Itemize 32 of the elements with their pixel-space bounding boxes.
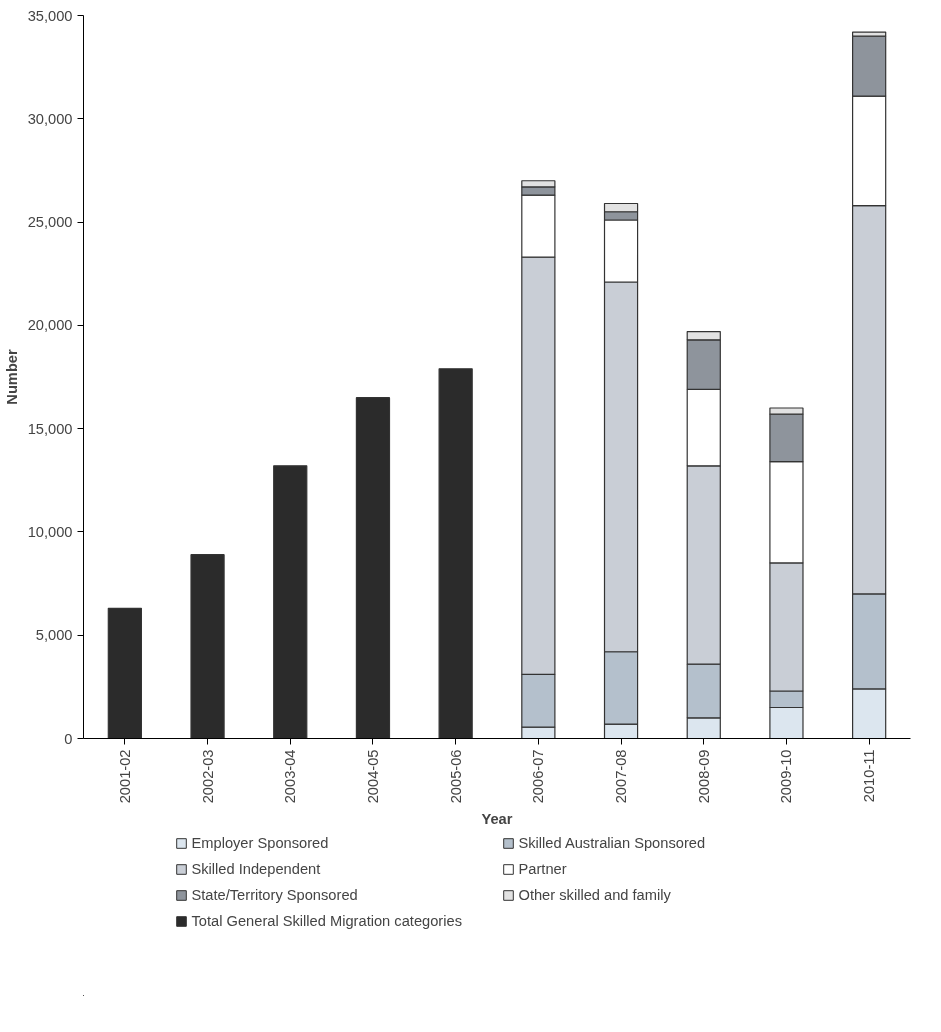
- y-tick-label: 15,000: [27, 420, 73, 437]
- x-tick-label: 2005-06: [447, 749, 464, 804]
- x-tick-label: 2010-11: [861, 749, 878, 803]
- legend-label: Skilled Australian Sponsored: [518, 835, 707, 851]
- legend-label: Other skilled and family: [518, 887, 672, 903]
- bar: [190, 554, 225, 739]
- bar: [273, 465, 308, 739]
- y-tick-label: 10,000: [27, 523, 73, 540]
- x-tick-label: 2009-10: [778, 749, 795, 804]
- legend-label: State/Territory Sponsored: [191, 887, 359, 903]
- y-axis-title: Number: [3, 349, 20, 405]
- y-tick-label: 35,000: [27, 7, 73, 24]
- bar: [355, 397, 391, 739]
- y-tick-label: 0: [64, 730, 73, 747]
- x-tick-label: 2004-05: [364, 749, 381, 804]
- legend-label: Employer Sponsored: [191, 835, 330, 851]
- bar: [438, 368, 473, 739]
- y-tick-label: 25,000: [27, 214, 73, 231]
- x-axis-title: Year: [481, 811, 513, 828]
- y-tick-label: 20,000: [27, 317, 73, 334]
- y-tick-label: 5,000: [35, 627, 73, 644]
- legend-label: Skilled Independent: [191, 861, 322, 877]
- x-tick-label: 2008-09: [695, 749, 712, 804]
- x-tick-label: 2007-08: [613, 749, 630, 804]
- x-tick-label: 2006-07: [530, 749, 547, 804]
- x-tick-label: 2001-02: [116, 749, 133, 804]
- legend-label: Total General Skilled Migration categories: [191, 913, 463, 929]
- bar: [107, 607, 142, 739]
- legend-label: Partner: [518, 861, 568, 877]
- x-tick-label: 2003-04: [282, 749, 299, 804]
- x-tick-label: 2002-03: [199, 749, 216, 804]
- y-tick-label: 30,000: [27, 110, 73, 127]
